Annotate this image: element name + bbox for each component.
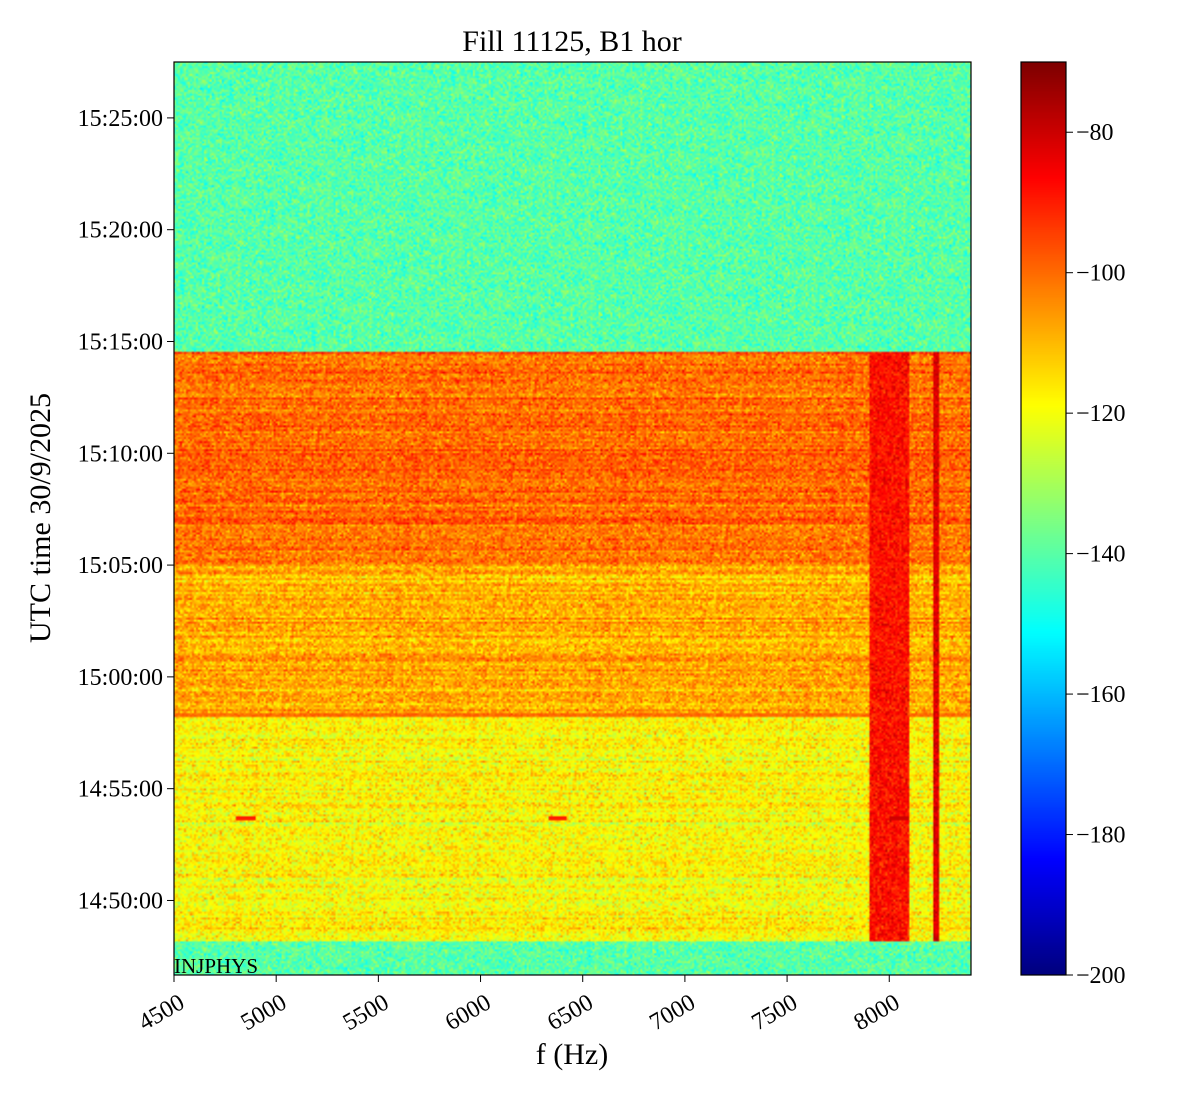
y-tick-label: 14:50:00 — [78, 888, 163, 914]
colorbar-frame — [1020, 61, 1067, 976]
y-tick-label: 15:15:00 — [78, 329, 163, 355]
y-axis: 15:25:00 15:20:00 15:15:00 15:10:00 15:05:00… — [78, 106, 174, 914]
colorbar-tick-label: −140 — [1076, 542, 1126, 568]
annotation-label: INJPHYS — [174, 954, 258, 978]
colorbar-tick-label: −160 — [1076, 682, 1126, 708]
x-tick-label: 4500 — [134, 990, 189, 1037]
colorbar-tick-label: −100 — [1076, 261, 1126, 287]
y-tick-label: 15:20:00 — [78, 218, 163, 244]
x-tick-label: 7500 — [748, 990, 803, 1037]
y-axis-label: UTC time 30/9/2025 — [24, 393, 57, 643]
colorbar: −80 −100 −120 −140 −160 −180 −200 — [1020, 61, 1126, 989]
y-tick-label: 15:00:00 — [78, 665, 163, 691]
colorbar-ticks: −80 −100 −120 −140 −160 −180 −200 — [1066, 120, 1126, 989]
colorbar-tick-label: −200 — [1076, 963, 1126, 989]
colorbar-tick-label: −180 — [1076, 823, 1126, 849]
y-tick-label: 15:25:00 — [78, 106, 163, 132]
y-tick-label: 14:55:00 — [78, 777, 163, 803]
y-tick-label: 15:10:00 — [78, 441, 163, 467]
spectrogram-heatmap — [174, 62, 971, 975]
spectrogram-image — [174, 62, 971, 975]
colorbar-tick-label: −80 — [1076, 120, 1114, 146]
x-axis: 4500 5000 5500 6000 6500 7000 7500 8000 — [134, 975, 904, 1036]
x-tick-label: 8000 — [850, 990, 905, 1037]
x-tick-label: 6000 — [441, 990, 496, 1037]
x-tick-label: 7000 — [645, 990, 700, 1037]
colorbar-gradient — [1021, 62, 1066, 975]
x-tick-label: 5500 — [339, 990, 394, 1037]
colorbar-tick-label: −120 — [1076, 401, 1126, 427]
x-tick-label: 6500 — [543, 990, 598, 1037]
x-axis-label: f (Hz) — [536, 1038, 608, 1071]
plot-frame — [173, 61, 972, 976]
chart-title: Fill 11125, B1 hor — [462, 25, 681, 58]
x-tick-label: 5000 — [237, 990, 292, 1037]
y-tick-label: 15:05:00 — [78, 553, 163, 579]
